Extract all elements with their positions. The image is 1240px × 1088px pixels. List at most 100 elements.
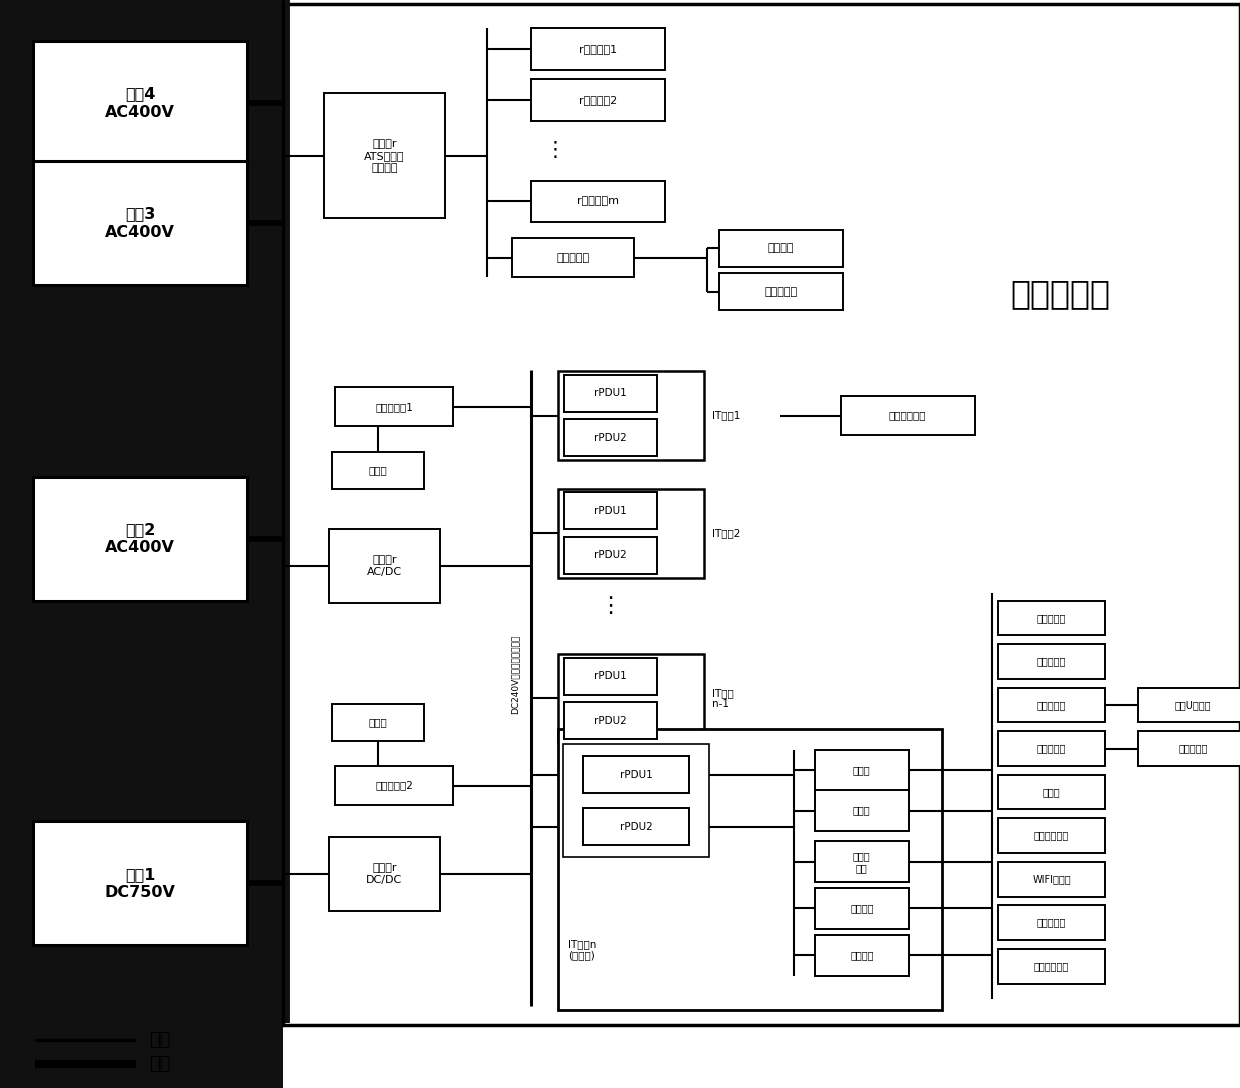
FancyBboxPatch shape bbox=[1138, 731, 1240, 766]
Text: rPDU1: rPDU1 bbox=[594, 388, 626, 398]
Text: 智能照明管理: 智能照明管理 bbox=[889, 410, 926, 421]
Text: rPDU2: rPDU2 bbox=[594, 716, 626, 726]
Text: 门禁执行器: 门禁执行器 bbox=[1037, 917, 1066, 928]
Text: 其他感知节点: 其他感知节点 bbox=[1034, 961, 1069, 972]
FancyBboxPatch shape bbox=[558, 489, 704, 578]
FancyBboxPatch shape bbox=[998, 775, 1105, 809]
Text: 微模块r
ATS切换及
交流配电: 微模块r ATS切换及 交流配电 bbox=[365, 138, 404, 173]
FancyBboxPatch shape bbox=[563, 657, 657, 695]
Text: 数据采
集器: 数据采 集器 bbox=[853, 851, 870, 873]
FancyBboxPatch shape bbox=[998, 644, 1105, 679]
FancyBboxPatch shape bbox=[563, 537, 657, 574]
Text: r精密空调2: r精密空调2 bbox=[579, 95, 616, 106]
Text: 交流适配器: 交流适配器 bbox=[557, 252, 589, 263]
FancyBboxPatch shape bbox=[558, 371, 704, 460]
FancyBboxPatch shape bbox=[998, 601, 1105, 635]
FancyBboxPatch shape bbox=[584, 756, 689, 793]
Text: 照明灯: 照明灯 bbox=[368, 465, 388, 475]
FancyBboxPatch shape bbox=[33, 161, 247, 285]
Text: 平板电脑: 平板电脑 bbox=[768, 243, 795, 254]
FancyBboxPatch shape bbox=[563, 492, 657, 530]
FancyBboxPatch shape bbox=[1138, 688, 1240, 722]
Text: 水浸传感器: 水浸传感器 bbox=[1037, 613, 1066, 623]
Text: 照度灯: 照度灯 bbox=[368, 717, 388, 728]
FancyBboxPatch shape bbox=[335, 766, 454, 805]
Text: rPDU1: rPDU1 bbox=[594, 671, 626, 681]
FancyBboxPatch shape bbox=[329, 837, 440, 911]
FancyBboxPatch shape bbox=[815, 935, 909, 976]
Text: 摄像机: 摄像机 bbox=[1043, 787, 1060, 798]
FancyBboxPatch shape bbox=[998, 949, 1105, 984]
Text: 声音报警器: 声音报警器 bbox=[1037, 656, 1066, 667]
FancyBboxPatch shape bbox=[584, 808, 689, 845]
Text: IT机柜2: IT机柜2 bbox=[712, 528, 740, 539]
Text: rPDU2: rPDU2 bbox=[594, 551, 626, 560]
Bar bbox=[283, 4, 1240, 1025]
Text: rPDU1: rPDU1 bbox=[594, 506, 626, 516]
Text: 天窗执行器: 天窗执行器 bbox=[1037, 743, 1066, 754]
Bar bbox=[0, 0, 283, 1088]
FancyBboxPatch shape bbox=[558, 729, 942, 1010]
FancyBboxPatch shape bbox=[563, 703, 657, 740]
FancyBboxPatch shape bbox=[998, 905, 1105, 940]
Text: 输入4
AC400V: 输入4 AC400V bbox=[105, 87, 175, 120]
FancyBboxPatch shape bbox=[335, 387, 454, 426]
FancyBboxPatch shape bbox=[998, 818, 1105, 853]
Text: 视频管理: 视频管理 bbox=[851, 903, 873, 914]
FancyBboxPatch shape bbox=[719, 273, 843, 310]
FancyBboxPatch shape bbox=[815, 790, 909, 831]
Text: 其他设备: 其他设备 bbox=[851, 950, 873, 961]
Text: 多功能传感器: 多功能传感器 bbox=[1034, 830, 1069, 841]
FancyBboxPatch shape bbox=[558, 654, 704, 743]
Text: 微模块机房: 微模块机房 bbox=[1011, 277, 1110, 310]
Text: 内流适配器1: 内流适配器1 bbox=[376, 401, 413, 412]
FancyBboxPatch shape bbox=[332, 452, 424, 489]
Text: 直流: 直流 bbox=[149, 1055, 170, 1073]
Text: 智能U位管理: 智能U位管理 bbox=[1174, 700, 1211, 710]
FancyBboxPatch shape bbox=[531, 181, 665, 222]
Text: rPDU1: rPDU1 bbox=[620, 769, 652, 780]
Text: IT机柜n
(监控柜): IT机柜n (监控柜) bbox=[568, 939, 596, 961]
FancyBboxPatch shape bbox=[815, 750, 909, 791]
FancyBboxPatch shape bbox=[719, 230, 843, 267]
Text: ⋮: ⋮ bbox=[599, 596, 621, 616]
FancyBboxPatch shape bbox=[815, 888, 909, 929]
FancyBboxPatch shape bbox=[563, 744, 709, 857]
Text: 打印平移行: 打印平移行 bbox=[765, 286, 797, 297]
Text: r精密空调1: r精密空调1 bbox=[579, 44, 616, 54]
Text: 内流适配器2: 内流适配器2 bbox=[376, 780, 413, 791]
Text: IT机柜1: IT机柜1 bbox=[712, 410, 740, 421]
FancyBboxPatch shape bbox=[998, 688, 1105, 722]
FancyBboxPatch shape bbox=[329, 529, 440, 603]
FancyBboxPatch shape bbox=[332, 704, 424, 741]
FancyBboxPatch shape bbox=[841, 396, 975, 435]
FancyBboxPatch shape bbox=[998, 862, 1105, 897]
Text: 输入1
DC750V: 输入1 DC750V bbox=[104, 867, 176, 900]
Text: 服务器: 服务器 bbox=[853, 765, 870, 776]
FancyBboxPatch shape bbox=[531, 79, 665, 121]
Text: rPDU2: rPDU2 bbox=[594, 433, 626, 443]
FancyBboxPatch shape bbox=[33, 41, 247, 165]
FancyBboxPatch shape bbox=[324, 94, 445, 218]
Text: IT机柜
n-1: IT机柜 n-1 bbox=[712, 688, 734, 709]
Text: 输入2
AC400V: 输入2 AC400V bbox=[105, 522, 175, 555]
Text: 微模块r
DC/DC: 微模块r DC/DC bbox=[366, 863, 403, 885]
Text: 机柜采集器: 机柜采集器 bbox=[1037, 700, 1066, 710]
Text: 交流: 交流 bbox=[149, 1031, 170, 1049]
Text: 微模块r
AC/DC: 微模块r AC/DC bbox=[367, 555, 402, 577]
Text: 交换机: 交换机 bbox=[853, 805, 870, 816]
Text: WIFI转发器: WIFI转发器 bbox=[1032, 874, 1071, 885]
Text: r精密空调m: r精密空调m bbox=[577, 196, 619, 207]
Text: DC240V低压直流配电系统: DC240V低压直流配电系统 bbox=[510, 635, 520, 714]
FancyBboxPatch shape bbox=[512, 238, 634, 277]
FancyBboxPatch shape bbox=[531, 28, 665, 70]
FancyBboxPatch shape bbox=[563, 419, 657, 457]
FancyBboxPatch shape bbox=[33, 821, 247, 945]
Text: 输入3
AC400V: 输入3 AC400V bbox=[105, 207, 175, 239]
Text: rPDU2: rPDU2 bbox=[620, 821, 652, 832]
FancyBboxPatch shape bbox=[998, 731, 1105, 766]
FancyBboxPatch shape bbox=[33, 477, 247, 601]
Text: 视频监测器: 视频监测器 bbox=[1178, 743, 1208, 754]
FancyBboxPatch shape bbox=[563, 374, 657, 412]
FancyBboxPatch shape bbox=[815, 841, 909, 882]
